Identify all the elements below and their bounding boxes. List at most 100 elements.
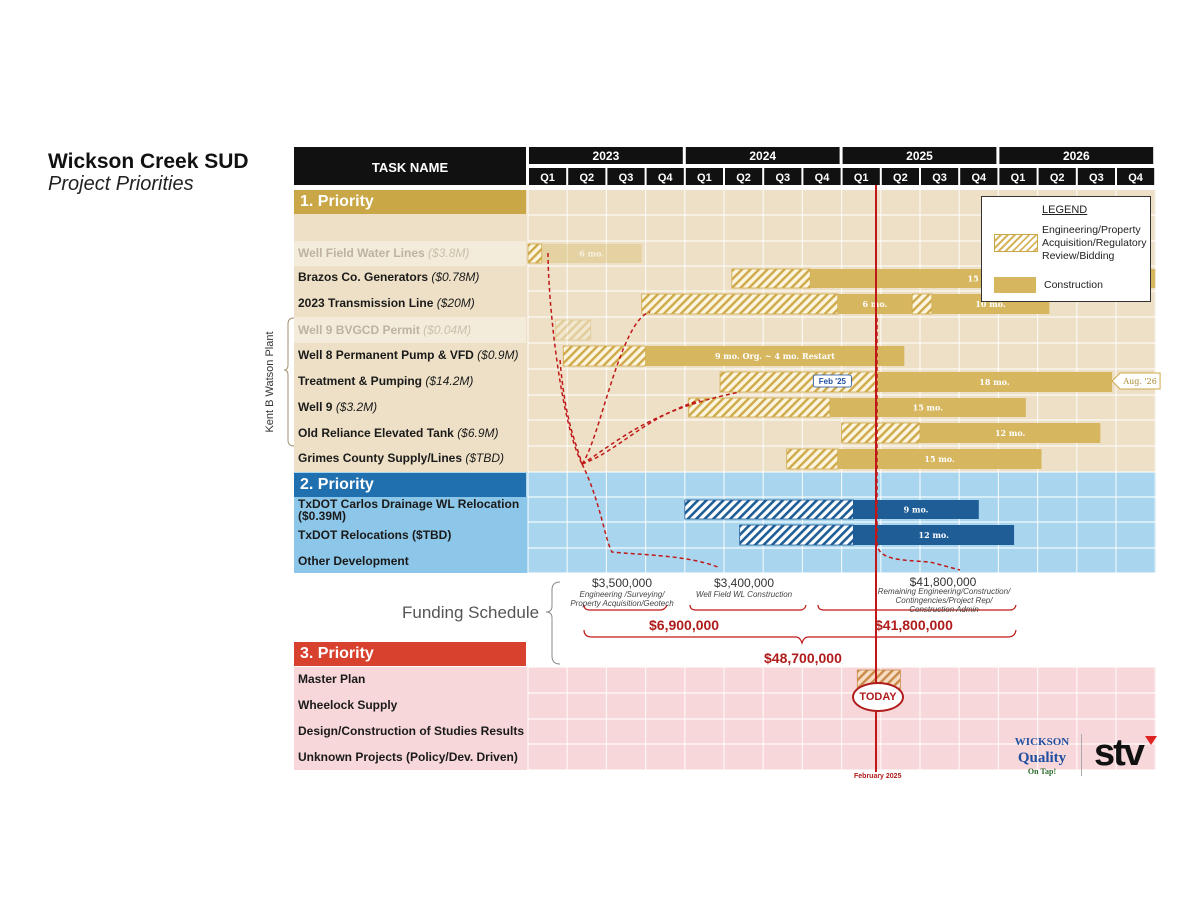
- funding-brace: [817, 604, 1017, 611]
- engineering-bar: [911, 293, 933, 315]
- priority-1-header: 1. Priority: [294, 190, 526, 214]
- connector-line: [547, 252, 583, 465]
- bar-duration-label: 10 mo.: [975, 299, 1006, 309]
- quarter-header-cell: [803, 168, 841, 185]
- connector-line: [581, 311, 651, 465]
- quarter-header-cell: [646, 168, 684, 185]
- bar-duration-label: 6 mo.: [579, 249, 604, 259]
- quarter-label: Q1: [1011, 172, 1026, 184]
- construction-bar: [837, 449, 1042, 469]
- legend-construction-label: Construction: [1044, 279, 1103, 291]
- quarter-label: Q3: [1089, 172, 1104, 184]
- engineering-bar: [641, 293, 839, 315]
- funding-desc-2: Well Field WL Construction: [695, 590, 793, 599]
- quarter-header-cell: [529, 168, 567, 185]
- funding-total-brace: [583, 629, 1017, 645]
- quarter-label: Q3: [775, 172, 790, 184]
- connector-line: [581, 399, 701, 465]
- funding-amount-2: $3,400,000: [713, 576, 775, 590]
- task-name: Other Development: [298, 554, 409, 568]
- bar-duration-label: 12 mo.: [919, 530, 950, 540]
- engineering-bar: [739, 524, 854, 546]
- quarter-label: Q2: [579, 172, 594, 184]
- quarter-label: Q2: [893, 172, 908, 184]
- today-date: February 2025: [854, 773, 902, 780]
- construction-bar: [876, 372, 1113, 392]
- priority-2-task-cell: [294, 497, 528, 573]
- wickson-logo: WICKSON Quality On Tap!: [1014, 736, 1070, 776]
- group-brace: [283, 317, 295, 447]
- year-label: 2023: [593, 149, 620, 163]
- task-name: Grimes County Supply/Lines ($TBD): [298, 451, 505, 465]
- task-name: Well Field Water Lines ($3.8M): [298, 246, 470, 260]
- page-subtitle: Project Priorities: [48, 173, 194, 195]
- bar-duration-label: 18 mo.: [979, 377, 1010, 387]
- engineering-bar: [786, 448, 839, 470]
- engineering-bar: [562, 345, 647, 367]
- milestone-feb25-tag: [812, 374, 852, 388]
- task-name-header-cell: [294, 147, 526, 185]
- quarter-header-cell: [1117, 168, 1155, 185]
- connector-line: [876, 318, 961, 571]
- funding-schedule-label: Funding Schedule: [402, 603, 540, 622]
- construction-bar: [645, 346, 905, 366]
- quarter-label: Q2: [736, 172, 751, 184]
- stv-triangle-icon: [1144, 736, 1157, 745]
- funding-left-brace: [545, 581, 561, 665]
- task-name: TxDOT Carlos Drainage WL Relocation ($0.…: [298, 497, 520, 523]
- quarter-header-cell: [1077, 168, 1115, 185]
- bar-duration-label: 15 mo.: [924, 454, 955, 464]
- year-label: 2026: [1063, 149, 1090, 163]
- quarter-label: Q4: [1128, 172, 1144, 184]
- task-name: Unknown Projects (Policy/Dev. Driven): [298, 750, 518, 764]
- funding-desc-1: Engineering /Surveying/Property Acquisit…: [570, 590, 674, 608]
- bar-duration-label: 12 mo.: [995, 428, 1026, 438]
- quarter-label: Q1: [540, 172, 555, 184]
- quarter-label: Q2: [1050, 172, 1065, 184]
- milestone-aug26-label: Aug. '26: [1122, 377, 1157, 386]
- quarter-label: Q3: [619, 172, 634, 184]
- quarter-label: Q3: [932, 172, 947, 184]
- quarter-header-cell: [1038, 168, 1076, 185]
- construction-bar: [541, 244, 642, 263]
- funding-amount-3: $41,800,000: [909, 575, 977, 589]
- task-name: Well 9 ($3.2M): [298, 400, 378, 414]
- milestone-aug26-tag: [1111, 372, 1161, 390]
- funding-brace: [583, 604, 668, 611]
- bar-duration-label: 15 mo.: [913, 403, 944, 413]
- legend-engineering-label: Engineering/Property Acquisition/Regulat…: [1042, 224, 1147, 262]
- connector-line: [581, 391, 741, 465]
- construction-bar: [853, 525, 1015, 545]
- year-header-cell: [529, 147, 683, 164]
- quarter-header-cell: [881, 168, 919, 185]
- engineering-bar: [527, 243, 543, 264]
- task-name: Well 9 BVGCD Permit ($0.04M): [298, 323, 472, 337]
- quarter-label: Q4: [815, 172, 831, 184]
- priority-3-header: 3. Priority: [294, 642, 526, 666]
- engineering-bar: [719, 371, 878, 393]
- engineering-bar: [841, 422, 921, 444]
- quarter-label: Q1: [854, 172, 869, 184]
- legend-title: LEGEND: [1042, 204, 1088, 216]
- year-header-cell: [842, 147, 997, 164]
- priority-2-header: 2. Priority: [294, 473, 526, 497]
- construction-bar: [829, 398, 1026, 417]
- construction-bar: [920, 423, 1101, 443]
- legend: LEGEND Engineering/Property Acquisition/…: [981, 196, 1151, 302]
- faded-row: [294, 241, 526, 266]
- bar-duration-label: 9 mo.: [904, 505, 929, 515]
- task-name: Brazos Co. Generators ($0.78M): [298, 270, 480, 284]
- stv-logo: stv: [1094, 732, 1157, 775]
- construction-bar: [837, 294, 913, 314]
- engineering-bar: [688, 397, 831, 418]
- milestone-feb25-label: Feb '25: [819, 377, 847, 386]
- page-title: Wickson Creek SUD: [48, 150, 249, 173]
- funding-subtotal-2: $41,800,000: [875, 617, 953, 633]
- engineering-bar: [555, 319, 592, 341]
- quarter-header-cell: [842, 168, 880, 185]
- funding-brace: [689, 604, 807, 611]
- quarter-label: Q4: [971, 172, 987, 184]
- year-label: 2025: [906, 149, 933, 163]
- task-name: Master Plan: [298, 672, 366, 686]
